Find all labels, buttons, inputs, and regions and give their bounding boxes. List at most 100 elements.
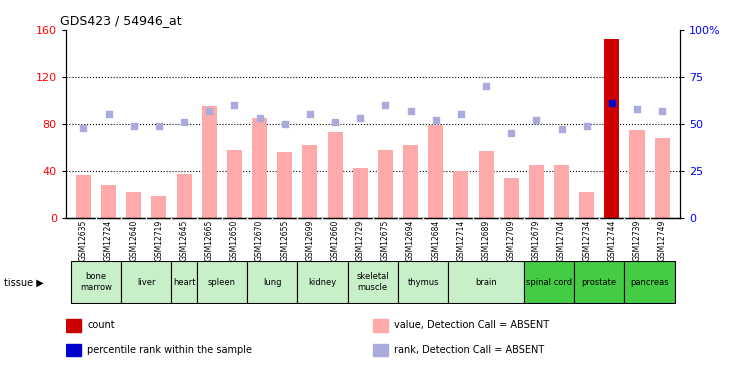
Text: thymus: thymus (407, 278, 439, 286)
Text: GSM12645: GSM12645 (180, 220, 189, 261)
Text: skeletal
muscle: skeletal muscle (357, 273, 389, 292)
Point (254, 115, 265, 121)
Bar (504, 178, 519, 218)
Text: GSM12704: GSM12704 (557, 220, 566, 261)
Text: tissue ▶: tissue ▶ (4, 278, 43, 288)
Text: GSM12650: GSM12650 (230, 220, 239, 261)
Bar (398, 261, 448, 303)
Bar (252, 118, 267, 218)
Bar (197, 261, 247, 303)
Bar (448, 261, 524, 303)
Text: GSM12749: GSM12749 (658, 220, 667, 261)
Text: bone
marrow: bone marrow (80, 273, 112, 292)
Text: brain: brain (475, 278, 497, 286)
Point (128, 123, 140, 129)
Bar (574, 261, 624, 303)
Text: GSM12660: GSM12660 (330, 220, 340, 261)
Bar (76, 176, 91, 217)
Text: GSM12689: GSM12689 (482, 220, 491, 261)
Text: GSM12714: GSM12714 (456, 220, 466, 261)
Point (229, 102, 240, 108)
Bar (529, 165, 544, 218)
Text: GSM12665: GSM12665 (205, 220, 213, 261)
Text: GSM12709: GSM12709 (507, 220, 516, 261)
Text: GSM12670: GSM12670 (255, 220, 264, 261)
Point (178, 119, 190, 125)
Text: lung: lung (263, 278, 281, 286)
Text: kidney: kidney (308, 278, 336, 286)
Text: count: count (87, 320, 115, 330)
Text: pancreas: pancreas (630, 278, 669, 286)
Text: prostate: prostate (582, 278, 617, 286)
Point (656, 108, 668, 114)
Point (379, 102, 391, 108)
Bar (172, 261, 197, 303)
Text: GSM12684: GSM12684 (431, 220, 440, 261)
Bar (373, 319, 388, 332)
Point (355, 115, 366, 121)
Bar (624, 261, 675, 303)
Text: GSM12734: GSM12734 (582, 220, 591, 261)
Point (430, 117, 442, 123)
Bar (373, 344, 388, 357)
Text: GSM12694: GSM12694 (406, 220, 415, 261)
Point (505, 130, 517, 136)
Bar (176, 174, 192, 217)
Text: GDS423 / 54946_at: GDS423 / 54946_at (60, 15, 181, 27)
Text: GSM12635: GSM12635 (79, 220, 88, 261)
Text: GSM12675: GSM12675 (381, 220, 390, 261)
Point (329, 119, 341, 125)
Point (279, 121, 291, 127)
Bar (655, 138, 670, 218)
Text: GSM12640: GSM12640 (129, 220, 138, 261)
Bar (428, 125, 443, 217)
Point (405, 108, 417, 114)
Bar (227, 150, 242, 217)
Point (153, 123, 164, 129)
Text: spinal cord: spinal cord (526, 278, 572, 286)
Text: liver: liver (137, 278, 156, 286)
Bar (202, 106, 217, 218)
Bar (327, 132, 343, 218)
Bar (126, 192, 141, 217)
Point (480, 83, 492, 89)
Bar (66, 344, 81, 357)
Bar (277, 152, 292, 217)
Bar (629, 130, 645, 218)
Text: GSM12679: GSM12679 (532, 220, 541, 261)
Point (606, 100, 618, 106)
Point (581, 123, 593, 129)
Text: spleen: spleen (208, 278, 236, 286)
Text: GSM12724: GSM12724 (104, 220, 113, 261)
Bar (121, 261, 172, 303)
Bar (524, 261, 574, 303)
Text: percentile rank within the sample: percentile rank within the sample (87, 345, 252, 355)
Bar (579, 192, 594, 217)
Bar (479, 151, 493, 217)
Bar (554, 165, 569, 218)
Text: GSM12699: GSM12699 (306, 220, 314, 261)
Bar (66, 319, 81, 332)
Point (556, 126, 567, 132)
Bar (247, 261, 298, 303)
Bar (453, 171, 469, 217)
Text: GSM12739: GSM12739 (632, 220, 642, 261)
Bar (348, 261, 398, 303)
Bar (352, 168, 368, 217)
Point (304, 111, 316, 117)
Bar (71, 261, 121, 303)
Bar (101, 185, 116, 218)
Text: GSM12744: GSM12744 (607, 220, 616, 261)
Point (455, 111, 466, 117)
Bar (378, 150, 393, 217)
Bar (298, 261, 348, 303)
Text: heart: heart (173, 278, 195, 286)
Point (103, 111, 115, 117)
Text: GSM12719: GSM12719 (154, 220, 164, 261)
Bar (605, 39, 619, 218)
Bar (151, 196, 167, 217)
Bar (403, 145, 418, 218)
Point (631, 106, 643, 112)
Text: GSM12729: GSM12729 (356, 220, 365, 261)
Text: rank, Detection Call = ABSENT: rank, Detection Call = ABSENT (394, 345, 545, 355)
